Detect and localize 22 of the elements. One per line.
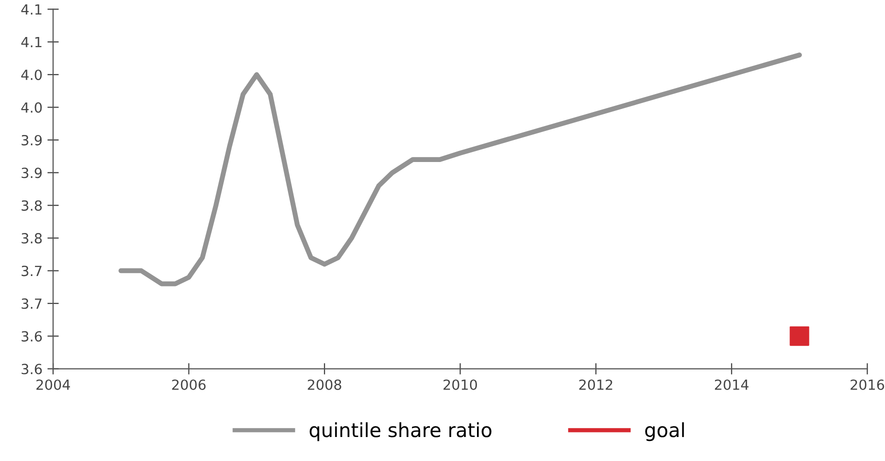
x-tick-label: 2010 [444,379,477,390]
x-tick-label: 2014 [714,379,748,390]
y-tick-label: 3.6 [22,364,42,374]
y-tick-label: 4.1 [21,37,42,48]
x-tick-label: 2008 [308,379,342,390]
y-tick-label: 3.6 [22,331,42,342]
x-tick-label: 2006 [172,379,206,390]
y-tick-label: 4.0 [21,70,42,80]
y-tick-label: 4.0 [21,102,42,113]
legend-label: goal [645,422,684,442]
y-tick-label: 3.9 [22,134,42,146]
y-tick-label: 3.8 [22,200,42,211]
x-tick-label: 2016 [850,379,884,390]
legend-label: quintile share ratio [310,422,492,442]
y-tick-label: 3.7 [22,298,42,309]
y-tick-label: 3.9 [22,168,42,178]
line-series [118,52,802,286]
x-tick-label: 2004 [36,379,70,390]
x-tick-label: 2012 [579,379,612,390]
y-tick-label: 4.1 [21,4,42,14]
y-tick-label: 3.7 [22,266,42,276]
y-tick-label: 3.8 [22,233,42,244]
